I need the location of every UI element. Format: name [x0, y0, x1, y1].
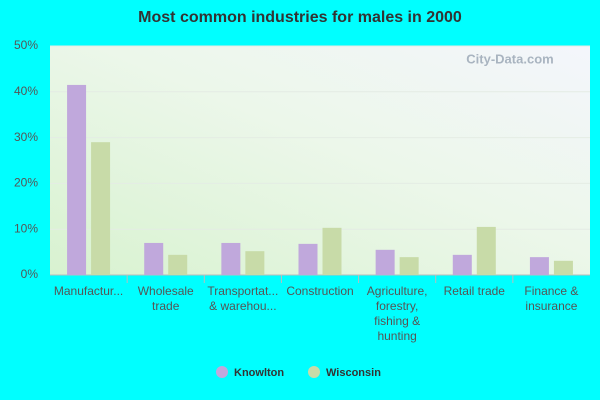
- bar: [476, 226, 496, 275]
- x-tick-label: Construction: [286, 284, 354, 298]
- plot-area: [50, 46, 590, 275]
- bar: [529, 257, 549, 275]
- watermark: City-Data.com: [466, 51, 553, 66]
- bar: [168, 254, 188, 275]
- y-tick-label: 20%: [14, 176, 38, 190]
- x-tick-label: Wholesale trade: [137, 284, 194, 313]
- bar: [375, 249, 395, 275]
- chart-title: Most common industries for males in 2000: [138, 9, 462, 26]
- bar: [221, 242, 241, 275]
- legend-swatch: [308, 366, 320, 378]
- bar: [553, 260, 573, 275]
- bar: [452, 254, 472, 275]
- bar: [322, 227, 342, 275]
- legend-label: Knowlton: [234, 367, 284, 379]
- y-tick-label: 40%: [14, 84, 38, 98]
- bar: [298, 243, 318, 275]
- x-tick-label: Agriculture, forestry, fishing & hunting: [366, 284, 428, 343]
- x-tick-label: Transportat... & warehou...: [207, 284, 279, 313]
- y-tick-label: 0%: [21, 267, 39, 281]
- y-tick-label: 30%: [14, 130, 38, 144]
- x-tick-label: Retail trade: [443, 284, 505, 298]
- bar: [67, 84, 87, 276]
- legend-label: Wisconsin: [326, 367, 381, 379]
- y-tick-label: 10%: [14, 221, 38, 235]
- legend-swatch: [216, 366, 228, 378]
- y-tick-label: 50%: [14, 38, 38, 52]
- bar: [245, 251, 265, 275]
- bar: [144, 242, 164, 275]
- x-tick-label: Finance & insurance: [524, 284, 579, 313]
- bar: [91, 142, 111, 275]
- x-tick-label: Manufactur...: [53, 284, 124, 298]
- bar: [399, 257, 419, 275]
